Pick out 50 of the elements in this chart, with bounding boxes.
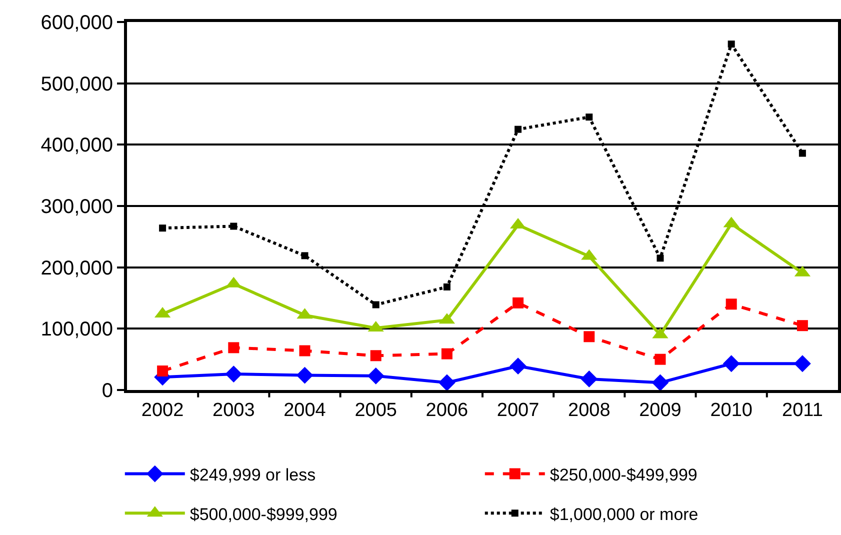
point <box>796 320 808 332</box>
point <box>441 348 452 360</box>
legend-label: $250,000-$499,999 <box>550 465 698 484</box>
point <box>726 298 737 310</box>
point <box>728 40 735 48</box>
x-tick-label: 2005 <box>354 400 397 421</box>
point <box>225 366 242 382</box>
point <box>299 345 310 356</box>
x-tick-label: 2010 <box>710 400 752 421</box>
legend-label: $249,999 or less <box>190 465 316 484</box>
point <box>443 283 450 290</box>
point <box>722 355 740 372</box>
point <box>794 355 811 372</box>
point <box>512 297 524 308</box>
x-tick-label: 2008 <box>568 400 610 421</box>
point <box>372 301 380 308</box>
point <box>228 342 240 354</box>
point <box>584 331 595 342</box>
y-tick-label: 100,000 <box>40 318 113 341</box>
x-tick-label: 2011 <box>782 400 823 421</box>
y-tick-label: 0 <box>102 380 113 402</box>
y-tick-label: 400,000 <box>40 134 113 157</box>
point <box>230 222 238 230</box>
point <box>510 358 526 375</box>
point <box>586 114 593 121</box>
y-tick-label: 500,000 <box>40 73 113 96</box>
point <box>438 374 456 392</box>
x-tick-label: 2007 <box>496 400 540 421</box>
y-tick-label: 300,000 <box>40 196 113 218</box>
point <box>652 374 669 392</box>
point <box>580 370 598 388</box>
point <box>514 126 522 133</box>
point <box>798 150 806 157</box>
x-tick-label: 2009 <box>639 400 682 421</box>
point <box>370 350 382 362</box>
point <box>296 366 314 384</box>
point <box>656 254 664 262</box>
x-tick-label: 2003 <box>212 400 255 421</box>
x-tick-label: 2006 <box>426 400 468 421</box>
legend-label: $500,000-$999,999 <box>190 504 338 524</box>
point <box>654 354 666 365</box>
point <box>157 365 168 376</box>
legend-label: $1,000,000 or more <box>550 504 698 524</box>
y-tick-label: 200,000 <box>40 257 113 280</box>
point <box>367 367 384 384</box>
x-tick-label: 2002 <box>141 400 184 421</box>
point <box>159 224 166 232</box>
point <box>301 252 308 260</box>
y-tick-label: 600,000 <box>40 12 113 34</box>
x-tick-label: 2004 <box>284 400 326 421</box>
